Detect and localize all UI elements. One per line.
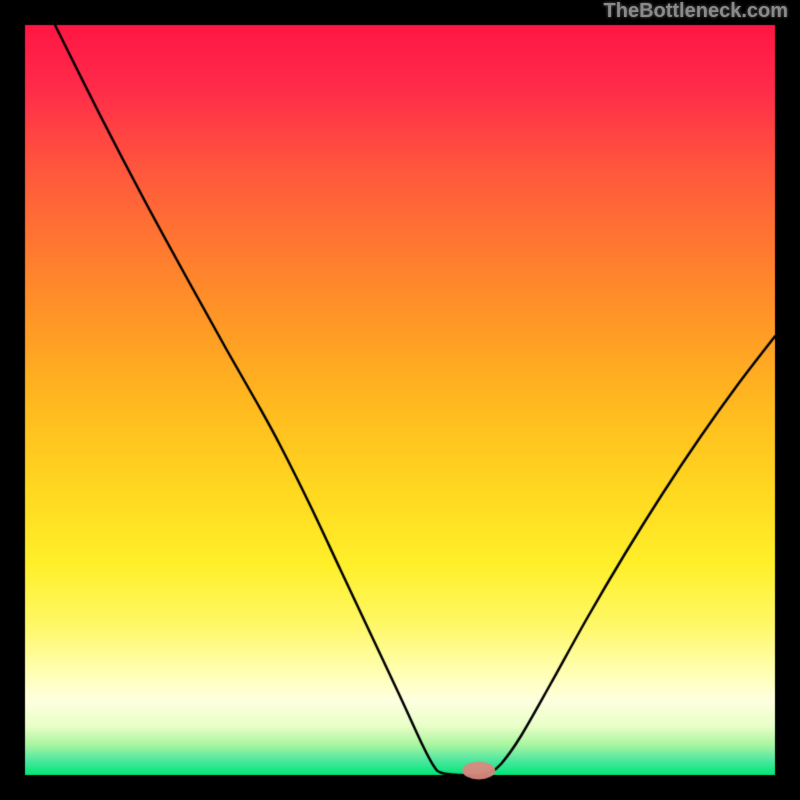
bottleneck-chart — [0, 0, 800, 800]
